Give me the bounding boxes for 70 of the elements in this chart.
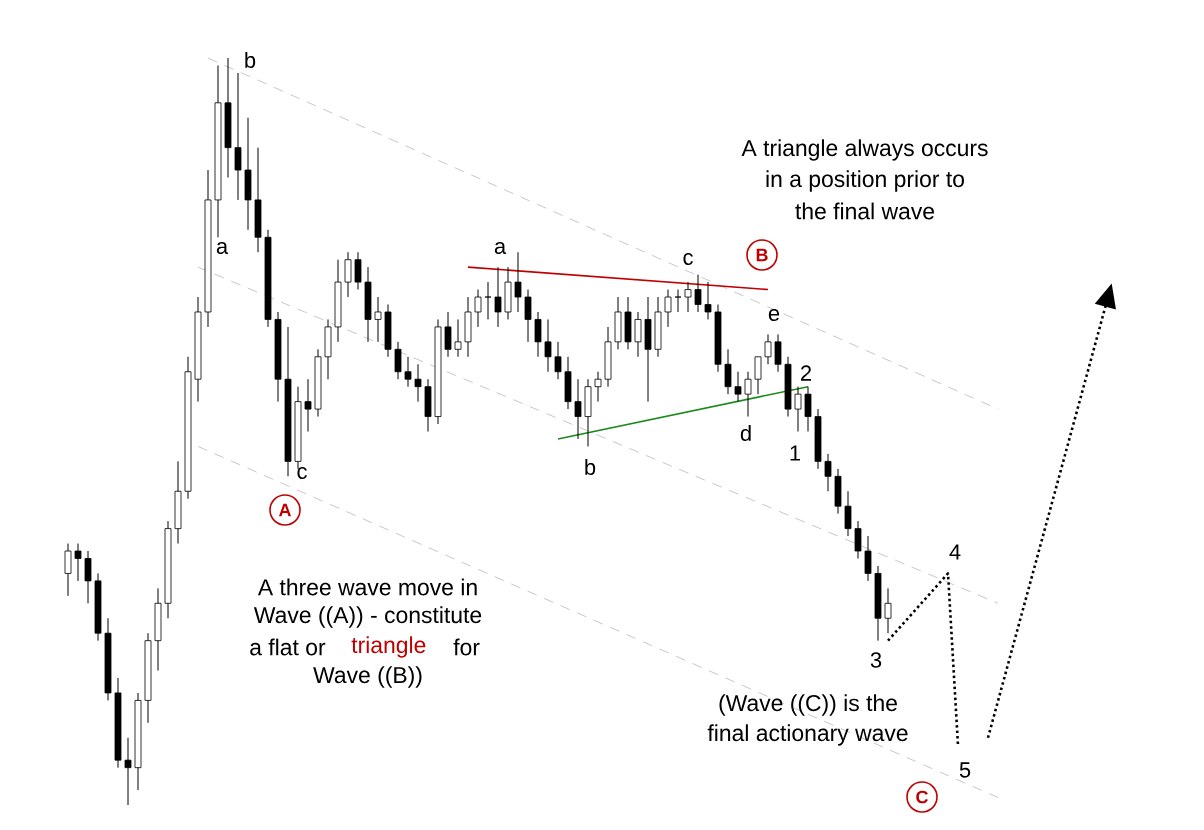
candlestick	[394, 341, 402, 380]
annotation: 1	[790, 445, 801, 461]
candlestick	[594, 371, 602, 403]
annotation: Wave ((B))	[313, 666, 422, 688]
annotation: the final wave	[795, 202, 935, 220]
candlestick	[694, 274, 702, 313]
candlestick	[744, 371, 752, 418]
candlestick	[544, 318, 552, 373]
candlestick	[234, 72, 242, 201]
candlestick	[354, 251, 362, 291]
annotation: for	[453, 638, 480, 656]
candlestick	[734, 371, 742, 403]
annotation: final actionary wave	[707, 724, 908, 746]
candlestick	[754, 356, 762, 395]
annotation: 4	[949, 544, 961, 560]
annotation: triangle	[351, 636, 426, 658]
annotation: d	[740, 424, 751, 442]
candlestick	[124, 737, 132, 806]
candlestick	[574, 378, 582, 440]
candlestick	[664, 289, 672, 328]
candlestick	[514, 251, 522, 313]
candlestick	[674, 289, 682, 313]
candlestick	[344, 251, 352, 298]
annotation: in a position prior to	[766, 170, 964, 192]
candlestick	[74, 543, 82, 582]
candlestick	[414, 363, 422, 403]
candlestick	[634, 311, 642, 358]
candlestick	[554, 341, 562, 380]
annotation: a	[216, 241, 229, 254]
candlestick	[774, 333, 782, 373]
candlestick	[794, 386, 802, 432]
candlestick	[764, 333, 772, 365]
candlestick	[84, 550, 92, 604]
candlestick	[404, 356, 412, 388]
candlestick	[454, 318, 462, 358]
candlestick	[524, 289, 532, 343]
candlestick	[864, 535, 872, 582]
annotation: A triangle always occurs	[741, 139, 988, 161]
candlestick	[804, 386, 812, 432]
candlestick	[304, 378, 312, 432]
candlestick	[854, 520, 862, 559]
candlestick	[484, 281, 492, 320]
annotation: A three wave move in	[257, 578, 477, 596]
candlestick	[724, 348, 732, 395]
candlestick	[844, 490, 852, 537]
annotation: C	[916, 790, 928, 804]
annotation: (Wave ((C)) is the	[719, 694, 897, 716]
annotation: c	[683, 252, 693, 265]
candlestick	[534, 311, 542, 358]
annotation: a flat or	[250, 638, 326, 656]
candlestick	[684, 281, 692, 313]
candlestick	[374, 296, 382, 343]
annotation: Wave ((A)) - constitute	[253, 606, 482, 628]
candlestick	[824, 453, 832, 492]
annotation: e	[768, 308, 780, 321]
annotation: B	[756, 248, 768, 262]
annotation: b	[245, 51, 256, 69]
annotation: b	[585, 458, 596, 476]
candlestick	[474, 289, 482, 328]
annotation: a	[494, 241, 507, 254]
candlestick	[884, 587, 892, 634]
candlestick	[64, 543, 72, 597]
candlestick	[494, 266, 502, 328]
annotation: 3	[870, 652, 882, 668]
candlestick	[704, 281, 712, 320]
annotation: A	[278, 503, 292, 517]
annotation: 2	[801, 365, 811, 381]
annotation: c	[297, 466, 307, 479]
annotation: 5	[959, 762, 971, 778]
candlestick	[444, 311, 452, 358]
